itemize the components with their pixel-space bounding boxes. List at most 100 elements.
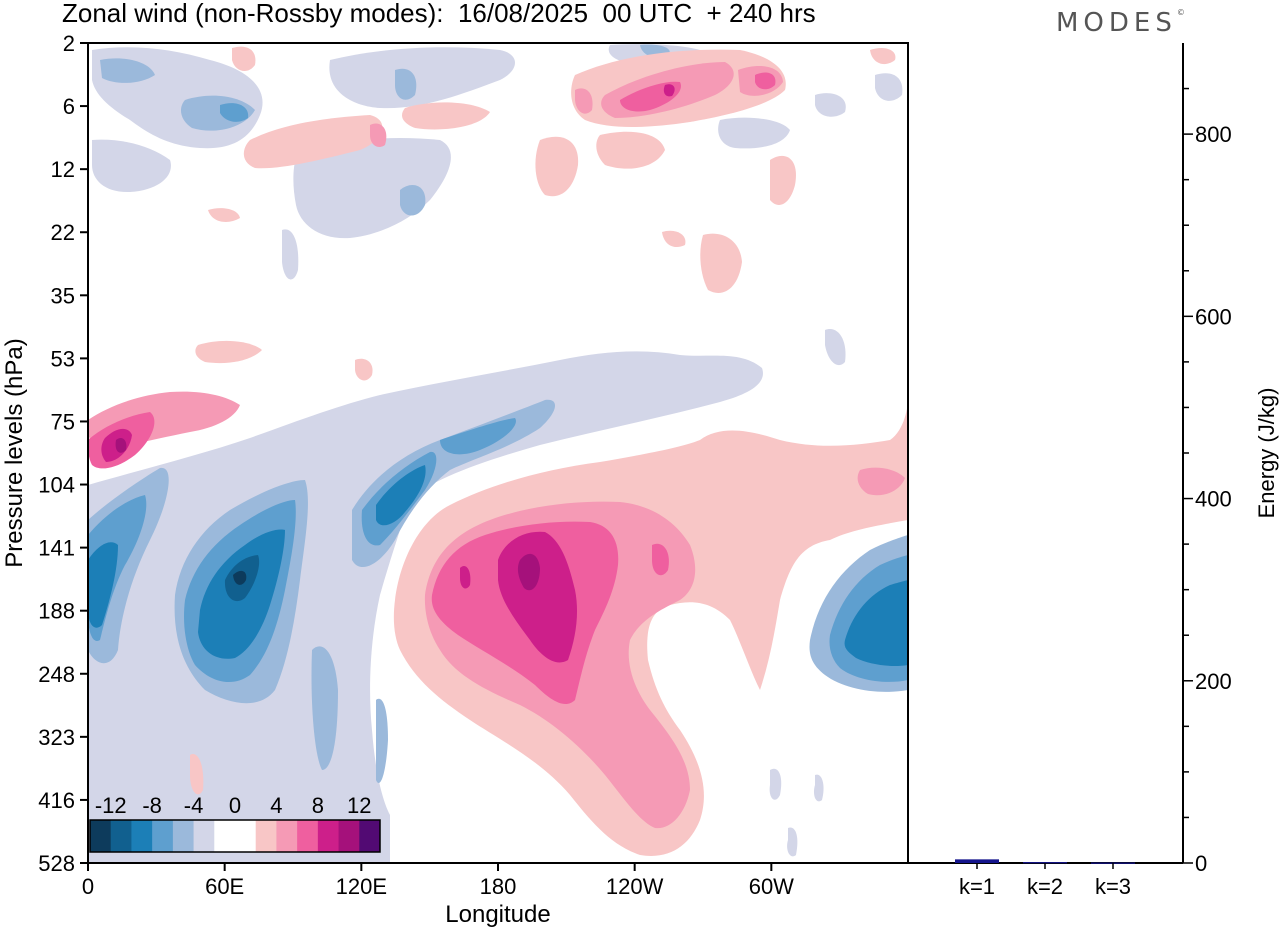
contour-neg-upper-4 [92,139,171,193]
contour-neg-5 [311,646,338,770]
y-tick-label: 53 [51,346,75,371]
y-tick-label: 22 [51,220,75,245]
contour-pos-8 [460,565,471,589]
y-tick-label: 6 [63,94,75,119]
contour-pos-2 [857,467,905,496]
colorbar-tick-label: 4 [270,793,282,818]
y-tick-label: 248 [38,662,75,687]
x-tick-label: 60E [205,874,244,899]
contour-pos-upper-3 [596,131,665,169]
energy-bar-panel: 0 200 400 600 800 k=1 k=2 k=3 [908,43,1232,899]
y-tick-label: 12 [51,157,75,182]
energy-tick-label: 200 [1195,669,1232,694]
contour-neg-18 [769,768,782,800]
contour-neg-band [88,351,763,863]
contour-pos-upper-8 [770,155,796,205]
contour-pos-upper-10 [232,46,256,72]
energy-tick-label: 600 [1195,304,1232,329]
y-tick-label: 528 [38,851,75,876]
colorbar: -12 -8 -4 0 4 8 12 [89,793,381,853]
contour-pos-7 [498,531,578,663]
x-tick-label: 120E [336,874,387,899]
x-axis-label: Longitude [445,901,550,928]
contour-neg-20 [813,774,824,802]
colorbar-swatch [172,820,195,852]
contour-pos-upper-19 [755,72,776,90]
y-tick-label: 75 [51,409,75,434]
energy-tick-label: 800 [1195,122,1232,147]
contour-neg-upper-10 [825,329,846,366]
contour-pos-upper-20 [663,84,675,97]
colorbar-tick-label: -4 [184,793,204,818]
contour-pos-upper-5 [402,102,490,130]
main-axes: 0 60E 120E 180 120W 60W 2 6 12 22 35 53 75 104 141 188 2… [38,31,909,899]
x-tick-label: 60W [749,874,794,899]
colorbar-swatch [255,820,277,852]
contour-pos-upper-9 [662,230,686,248]
contour-pos-upper-16 [575,88,593,114]
contour-neg-15 [844,580,908,667]
contour-pos-upper-7 [195,340,262,364]
modes-logo: MODES© [1056,8,1185,38]
colorbar-tick-label: 8 [312,793,324,818]
contour-neg-upper-9 [282,229,299,280]
x-tick-label: 120W [606,874,664,899]
contour-neg-14 [376,465,426,526]
contour-pos-upper-6 [700,233,742,293]
colorbar-swatch [193,820,215,852]
contour-neg-19 [787,827,798,857]
colorbar-swatch [297,820,319,852]
energy-axis-label: Energy (J/kg) [1254,388,1279,519]
contour-neg-upper-8 [875,73,903,101]
contour-pos-upper-13 [355,358,373,381]
y-tick-label: 104 [38,473,75,498]
contour-neg-upper-5 [718,117,790,149]
colorbar-swatch [152,820,174,852]
y-axis-label: Pressure levels (hPa) [1,338,28,567]
contour-neg-upper-2 [329,47,515,109]
contour-pos-upper-12 [870,48,896,65]
y-tick-label: 188 [38,599,75,624]
y-tick-label: 416 [38,788,75,813]
contour-pos-10 [517,553,540,591]
contour-neg-3 [352,399,556,568]
colorbar-tick-label: -12 [95,793,127,818]
contour-pos-11 [115,438,127,453]
energy-bar-label: k=1 [959,874,995,899]
contour-pos-5 [652,543,669,576]
chart-title: Zonal wind (non-Rossby modes): 16/08/202… [62,0,816,28]
contour-neg-upper-16 [220,103,249,122]
y-tick-label: 141 [38,536,75,561]
contour-pos-upper-17 [370,123,387,147]
contour-neg-6 [376,698,388,784]
y-tick-label: 2 [63,31,75,56]
contour-neg-upper-11 [100,58,155,83]
colorbar-swatch [90,820,112,852]
x-tick-label: 180 [480,874,517,899]
energy-bar-k-2 [1023,862,1067,864]
contour-pos-upper-4 [243,115,383,169]
colorbar-tick-label: -8 [142,793,162,818]
energy-tick-label: 400 [1195,487,1232,512]
energy-bar-k-1 [955,859,999,863]
colorbar-swatch [214,820,236,852]
colorbar-swatch [276,820,298,852]
contour-field [88,43,908,863]
colorbar-swatch [359,820,381,852]
energy-bar-label: k=2 [1027,874,1063,899]
contour-neg-12 [88,542,118,628]
colorbar-swatch [235,820,257,852]
colorbar-tick-label: 12 [347,793,371,818]
x-tick-label: 0 [82,874,94,899]
contour-pos-12 [190,754,204,795]
colorbar-swatch [131,820,153,852]
contour-pos-upper-11 [208,208,240,222]
colorbar-frame [89,819,381,853]
colorbar-swatch [338,820,360,852]
contour-neg-11 [440,418,516,455]
energy-tick-label: 0 [1195,851,1207,876]
contour-neg-upper-13 [400,185,426,216]
contour-neg-17 [233,570,247,585]
colorbar-swatch [317,820,340,852]
